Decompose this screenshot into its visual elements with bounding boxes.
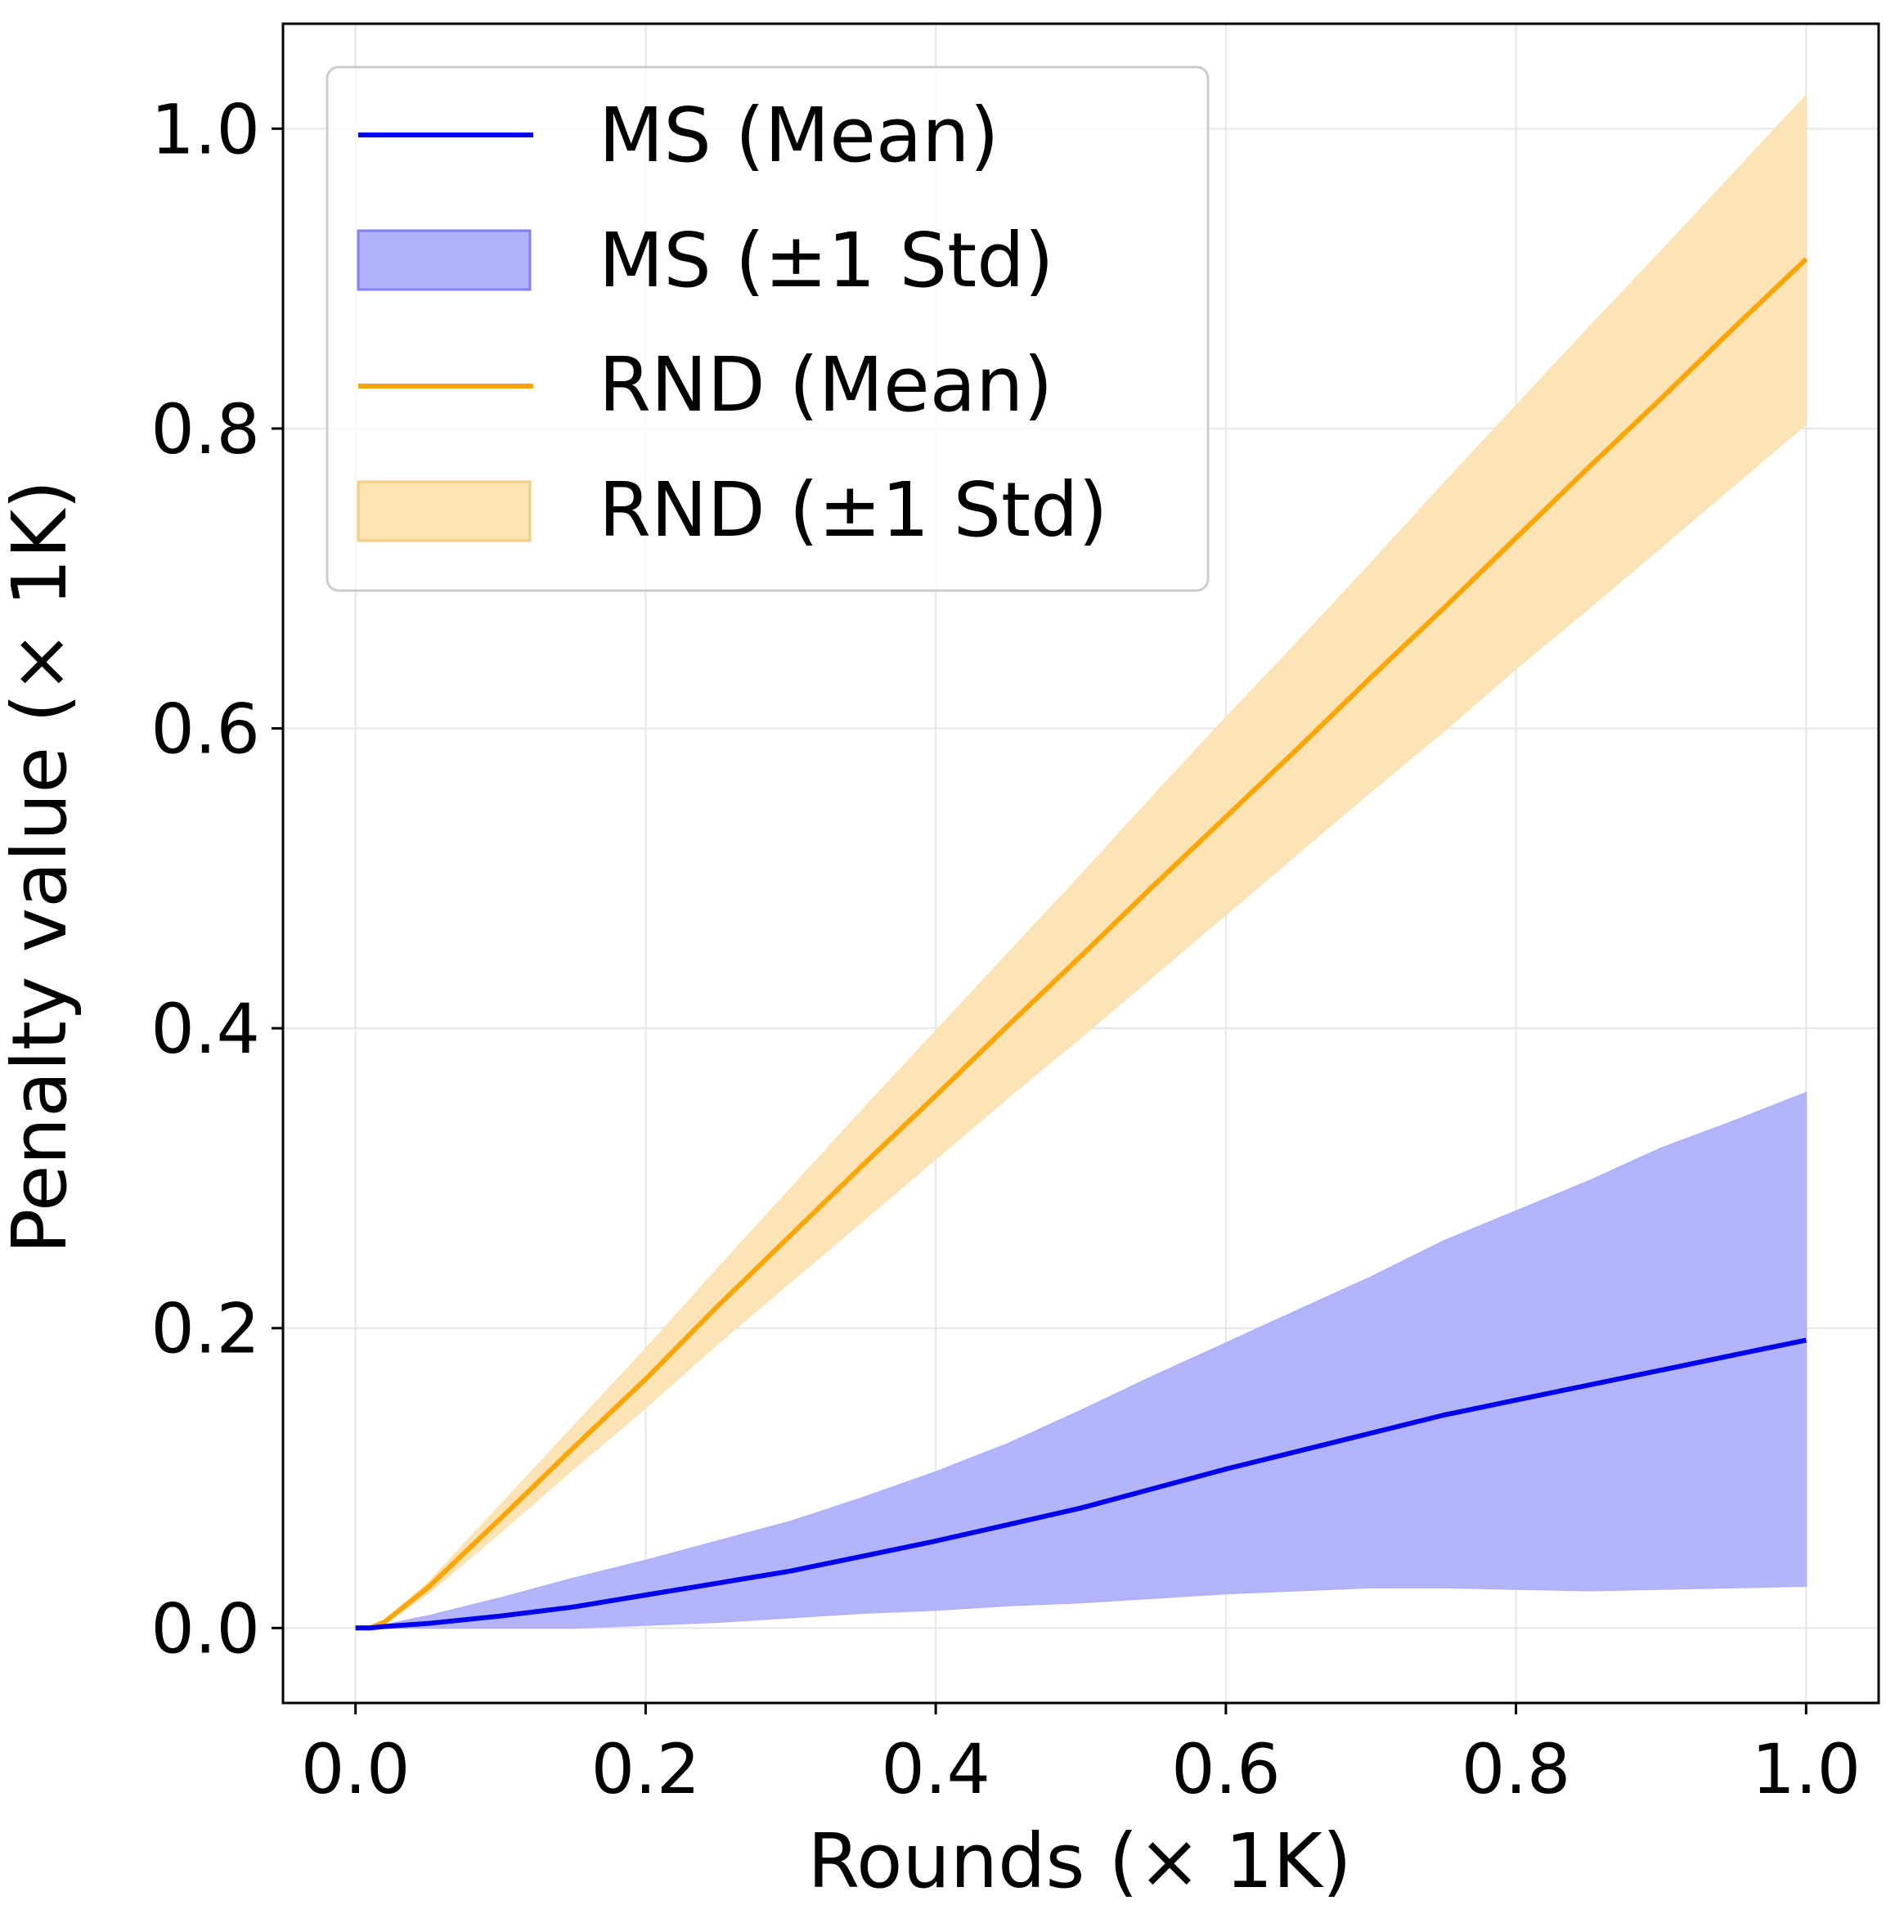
legend-label-rnd-mean: RND (Mean) bbox=[599, 341, 1053, 429]
legend: MS (Mean) MS (±1 Std) RND (Mean) RND (±1… bbox=[326, 65, 1210, 592]
y-tick-label: 0.6 bbox=[150, 690, 260, 770]
std-band-ms bbox=[355, 1091, 1807, 1629]
legend-label-rnd-std: RND (±1 Std) bbox=[599, 466, 1107, 554]
legend-label-ms-std: MS (±1 Std) bbox=[599, 217, 1054, 304]
legend-swatch-rnd-std bbox=[357, 480, 532, 542]
y-tick-label: 0.2 bbox=[150, 1289, 260, 1369]
mean-line-rnd bbox=[355, 257, 1808, 1631]
y-axis-label: Penalty value (× 1K) bbox=[0, 480, 83, 1254]
x-axis-label: Rounds (× 1K) bbox=[807, 1817, 1351, 1905]
legend-frame bbox=[326, 65, 1210, 592]
x-tick-label: 0.4 bbox=[881, 1729, 990, 1809]
x-tick-label: 1.0 bbox=[1752, 1729, 1861, 1809]
mean-line-ms bbox=[355, 1337, 1807, 1631]
plot-frame bbox=[281, 22, 1880, 1705]
mean-line-layer bbox=[355, 257, 1808, 1631]
x-tick-label: 0.8 bbox=[1462, 1729, 1571, 1809]
legend-swatch-ms-std bbox=[357, 229, 532, 291]
y-tick-label: 0.8 bbox=[150, 389, 260, 470]
x-tick-label: 0.0 bbox=[301, 1729, 411, 1809]
y-tick-label: 0.0 bbox=[150, 1588, 260, 1669]
y-tick-label: 1.0 bbox=[150, 89, 260, 169]
tick-layer: 0.0 0.2 0.4 0.6 0.8 1.0 0.0 0.2 0.4 0.6 0.8 1.0 bbox=[150, 89, 1861, 1809]
x-tick-label: 0.6 bbox=[1171, 1729, 1281, 1809]
y-tick-label: 0.4 bbox=[150, 989, 260, 1069]
x-tick-label: 0.2 bbox=[591, 1729, 701, 1809]
legend-label-ms-mean: MS (Mean) bbox=[599, 92, 999, 179]
